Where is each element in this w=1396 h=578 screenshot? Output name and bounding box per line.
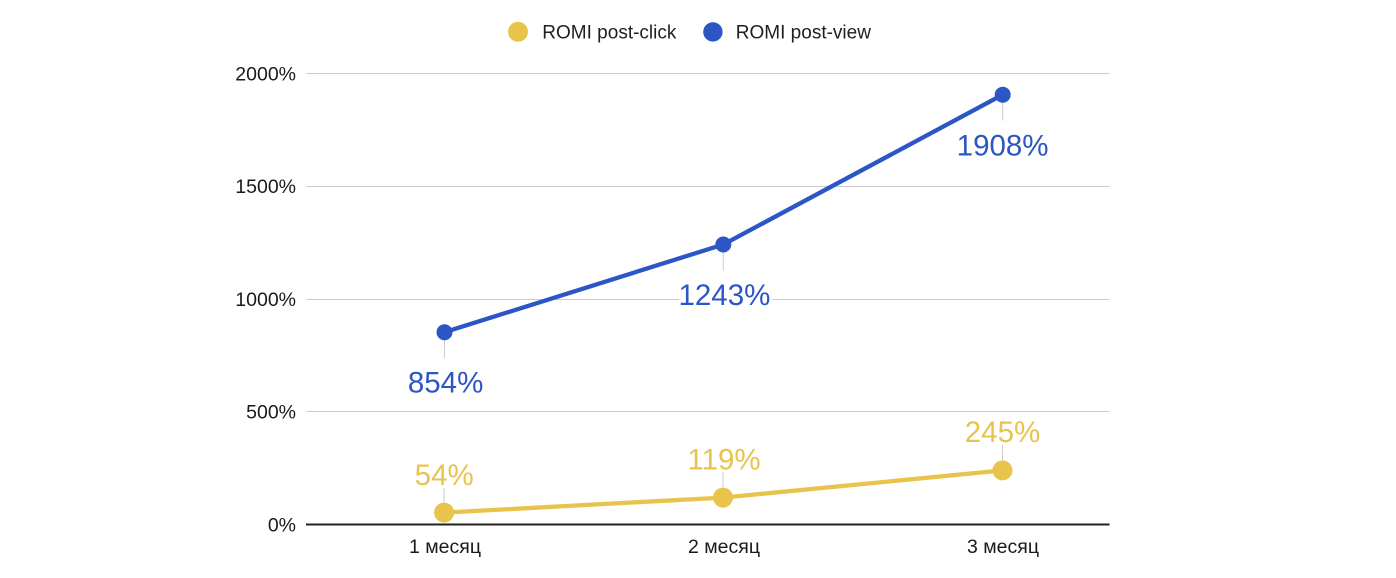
svg-text:1500%: 1500%: [235, 176, 296, 198]
svg-text:854%: 854%: [408, 367, 483, 400]
svg-text:0%: 0%: [268, 514, 296, 536]
svg-text:2 месяц: 2 месяц: [688, 536, 760, 558]
svg-text:ROMI post-click: ROMI post-click: [542, 22, 677, 43]
svg-text:119%: 119%: [687, 444, 760, 477]
svg-text:1 месяц: 1 месяц: [409, 536, 481, 558]
svg-text:3 месяц: 3 месяц: [967, 536, 1039, 558]
svg-text:1908%: 1908%: [957, 129, 1049, 162]
svg-text:54%: 54%: [415, 459, 474, 492]
svg-text:2000%: 2000%: [235, 63, 296, 85]
svg-text:ROMI post-view: ROMI post-view: [736, 22, 871, 43]
svg-text:500%: 500%: [246, 402, 296, 424]
svg-text:1000%: 1000%: [235, 289, 296, 311]
svg-text:245%: 245%: [965, 416, 1040, 449]
svg-text:1243%: 1243%: [678, 279, 770, 312]
